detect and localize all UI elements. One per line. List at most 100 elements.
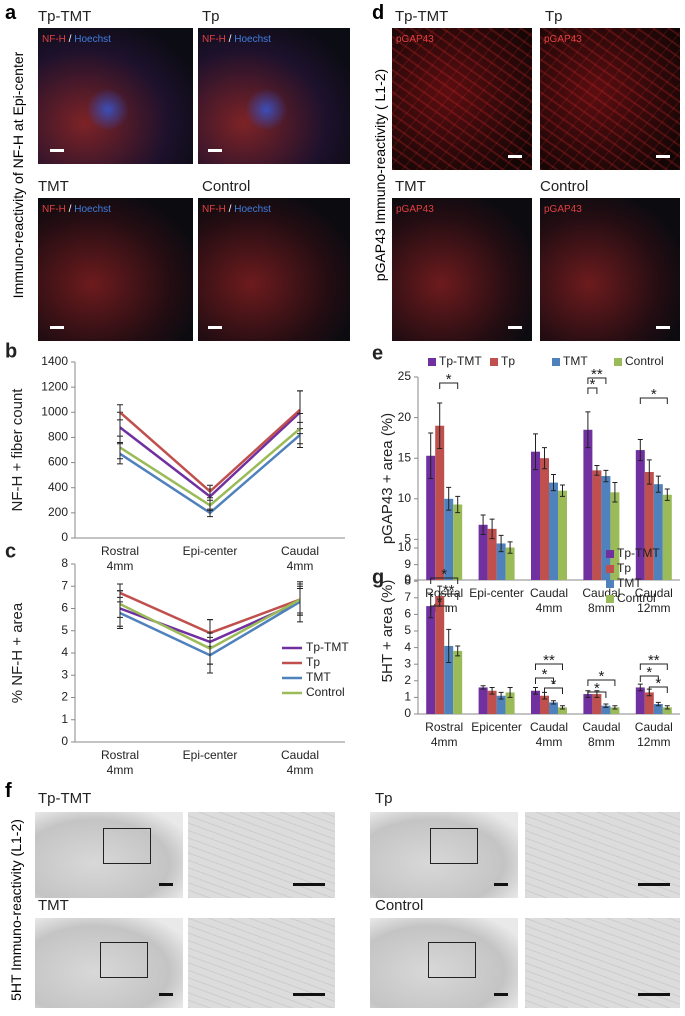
x-tick-label: Caudal 8mm xyxy=(582,720,621,749)
stain-red: NF-H xyxy=(42,204,66,215)
scale-bar xyxy=(494,993,508,996)
y-tick-label: 7 xyxy=(404,590,411,604)
bar xyxy=(505,692,515,714)
y-tick-label: 5 xyxy=(61,623,68,637)
bar xyxy=(635,450,645,580)
error-bar xyxy=(664,488,670,501)
error-bar xyxy=(437,402,443,449)
y-tick-label: 0 xyxy=(61,734,68,748)
x-tick-label-box: Caudal 4mm xyxy=(529,720,569,749)
error-bar xyxy=(637,439,643,462)
image-label: TMT xyxy=(38,178,69,195)
bar xyxy=(540,458,549,580)
x-tick-label: Caudal 4mm xyxy=(280,544,320,573)
x-tick-label-box: Rostral 4mm xyxy=(425,720,463,749)
legend-swatch xyxy=(606,595,614,603)
x-tick-label: Caudal 12mm xyxy=(634,720,673,749)
legend-label: TMT xyxy=(617,576,642,590)
stain-label: pGAP43 xyxy=(396,204,434,215)
micrograph: NF-H / Hoechst xyxy=(198,28,350,164)
error-bar xyxy=(207,499,213,511)
scale-bar xyxy=(656,155,670,158)
y-tick-label: 4 xyxy=(404,640,411,654)
stain-label: pGAP43 xyxy=(544,204,582,215)
inset-box xyxy=(428,942,476,978)
scale-bar xyxy=(50,149,64,152)
x-tick-label-box: Epicenter xyxy=(471,720,522,734)
scale-bar xyxy=(656,326,670,329)
bar xyxy=(592,470,602,580)
error-bar xyxy=(117,590,123,618)
legend-label: Tp-TMT xyxy=(617,546,660,560)
significance-bracket xyxy=(439,382,459,389)
error-bar xyxy=(612,705,618,710)
significance-label: * xyxy=(551,676,557,693)
image-label: Tp xyxy=(375,790,393,807)
significance-label: * xyxy=(542,666,548,683)
significance-bracket xyxy=(430,577,459,584)
error-bar xyxy=(428,432,434,479)
legend-label: Control xyxy=(306,685,345,699)
x-tick-label-box: Epi-center xyxy=(182,748,238,762)
scale-bar xyxy=(208,326,222,329)
bar xyxy=(601,705,611,714)
y-tick-label: 8 xyxy=(404,573,411,587)
error-bar xyxy=(603,703,609,708)
error-bar xyxy=(480,514,486,536)
legend-label: Tp-TMT xyxy=(306,640,349,654)
bar xyxy=(487,690,497,714)
micrograph xyxy=(188,918,335,1008)
bar xyxy=(540,695,549,714)
y-tick-label: 600 xyxy=(48,455,68,469)
scale-bar xyxy=(50,326,64,329)
error-bar xyxy=(533,433,538,471)
x-tick-label: Caudal 4mm xyxy=(529,720,569,749)
image-label: TMT xyxy=(395,178,426,195)
y-tick-label: 20 xyxy=(398,410,412,424)
micrograph xyxy=(525,812,680,898)
bar xyxy=(558,490,567,580)
error-bar xyxy=(655,475,661,493)
significance-label: ** xyxy=(648,652,660,669)
y-tick-label: 15 xyxy=(398,450,412,464)
error-bar xyxy=(507,686,513,698)
x-tick-label-box: Caudal 4mm xyxy=(530,586,568,615)
y-tick-label: 5 xyxy=(404,532,411,546)
error-bar xyxy=(489,518,495,540)
bar xyxy=(487,528,497,580)
error-bar xyxy=(207,484,213,499)
error-bar xyxy=(551,473,556,492)
bar xyxy=(583,694,593,714)
y-tick-label: 200 xyxy=(48,505,68,519)
significance-label: ** xyxy=(543,652,555,669)
bar xyxy=(505,547,515,580)
y-tick-label: 4 xyxy=(61,645,68,659)
series-line xyxy=(119,411,301,499)
error-bar xyxy=(655,701,661,707)
x-tick-label-box: Epi-center xyxy=(469,586,524,600)
y-tick-label: 800 xyxy=(48,430,68,444)
stain-label: pGAP43 xyxy=(544,34,582,45)
bar xyxy=(453,504,463,580)
bar xyxy=(610,707,620,714)
significance-bracket xyxy=(535,663,563,670)
error-bar xyxy=(498,534,504,553)
x-tick-label-box: Rostral 4mm xyxy=(101,748,139,777)
y-axis-label: pGAP43 + area (%) xyxy=(379,413,396,544)
panel-letter: d xyxy=(372,2,385,24)
micrograph xyxy=(370,812,518,898)
stain-label: NF-H / Hoechst xyxy=(202,204,271,215)
stain-label: pGAP43 xyxy=(396,34,434,45)
bar xyxy=(453,650,463,714)
error-bar xyxy=(480,685,486,690)
stain-blue: Hoechst xyxy=(74,34,111,45)
panel-letter: e xyxy=(372,342,383,364)
x-tick-label: Epi-center xyxy=(182,748,238,762)
panel-letter: b xyxy=(5,340,17,362)
bar xyxy=(496,543,506,580)
error-bar xyxy=(455,645,461,657)
significance-bracket xyxy=(639,397,668,404)
stain-blue: Hoechst xyxy=(74,204,111,215)
y-tick-label: 25 xyxy=(398,369,412,383)
